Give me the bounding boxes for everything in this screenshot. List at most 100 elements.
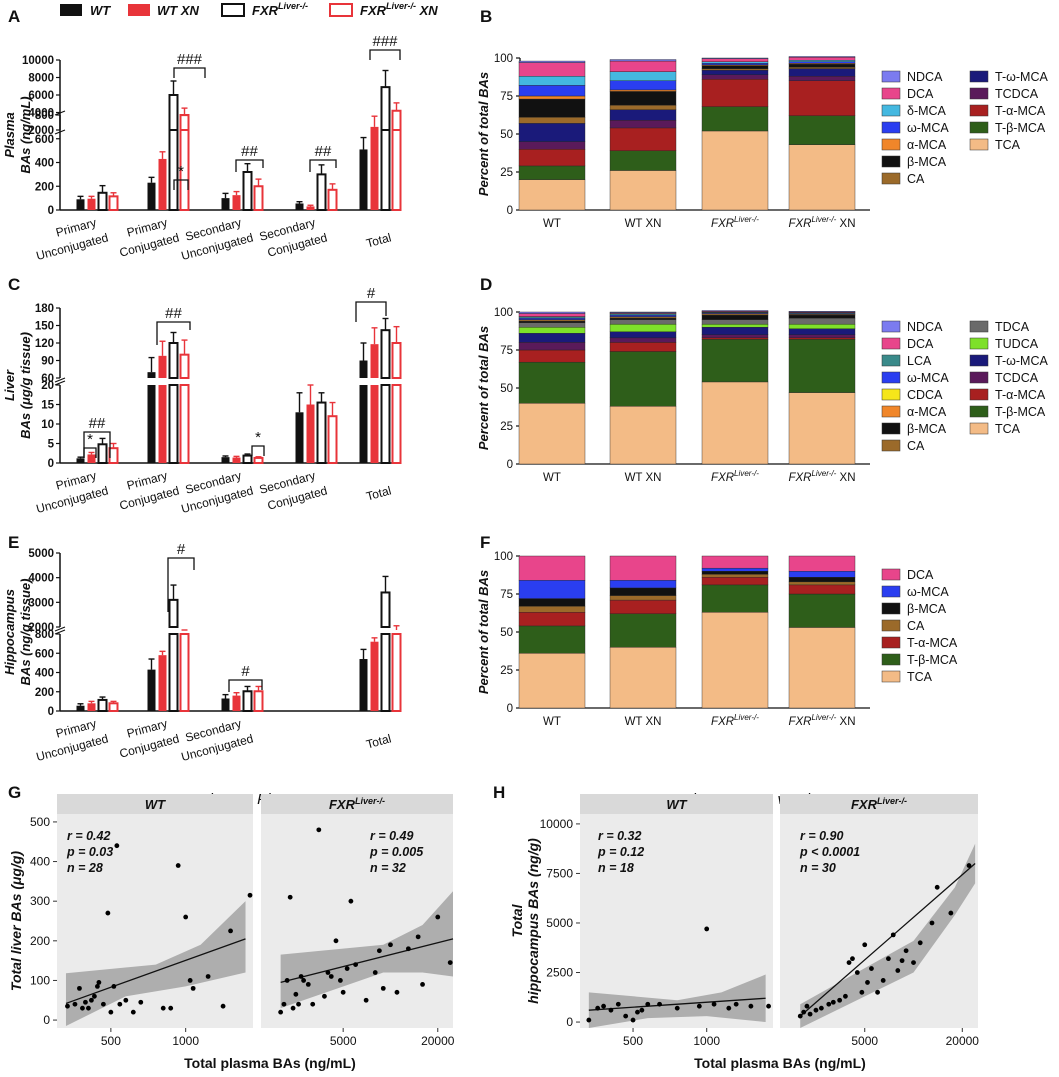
- legend-label-tca: TCA: [995, 422, 1021, 436]
- data-point: [372, 970, 378, 975]
- data-point: [966, 863, 972, 868]
- bar-secondary-conjugated-fxr-liver-xn: [327, 188, 338, 211]
- data-point: [305, 982, 311, 987]
- bar-primary-conjugated-fxr-liver-xn: [179, 384, 190, 464]
- stack-segment-fxr-liver-xn-t-mca: [788, 328, 856, 336]
- stack-segment-fxr-liver-dca: [701, 58, 769, 62]
- stack-segment-wt-xn-ndca: [609, 311, 677, 313]
- x-axis-label: Total plasma BAs (ng/mL): [184, 1055, 356, 1071]
- stack-segment-wt-xn-mca: [609, 580, 677, 589]
- data-point: [608, 1007, 614, 1013]
- stack-segment-fxr-liver-xn-tudca: [788, 323, 856, 329]
- data-point: [83, 999, 88, 1005]
- legend-label-mca: ω-MCA: [907, 121, 949, 135]
- data-point: [111, 983, 117, 989]
- y-tick-label: 2500: [546, 966, 573, 980]
- x-tick-label: 1000: [172, 1034, 199, 1048]
- bar-secondary-unconjugated-fxr-liver-xn: [253, 185, 264, 211]
- stat-r: r = 0.90: [800, 829, 843, 843]
- significance-mark: ###: [177, 51, 203, 68]
- data-point: [645, 1001, 651, 1007]
- legend-swatch-mca: [881, 138, 901, 151]
- legend-label-tca: TCA: [907, 670, 933, 684]
- stack-segment-fxr-liver-tca: [701, 612, 769, 709]
- legend-label-t-mca: T-α-MCA: [995, 388, 1046, 402]
- bar-total-wt-xn: [370, 385, 379, 463]
- legend-swatch-tca: [881, 670, 901, 683]
- legend-swatch-mca: [881, 422, 901, 435]
- legend-swatch-tdca: [969, 320, 989, 333]
- data-point: [108, 1009, 114, 1015]
- stack-segment-wt-tcdca: [518, 342, 586, 351]
- regression-line: [65, 938, 246, 1005]
- legend-label-mca: β-MCA: [907, 422, 947, 436]
- y-axis-label-line1: Liver: [2, 369, 17, 401]
- data-point: [830, 999, 836, 1005]
- legend-label-fxr: FXRLiver-/-: [252, 1, 308, 18]
- data-point: [205, 974, 211, 979]
- stack-segment-fxr-liver-xn-tcdca: [788, 334, 856, 339]
- data-point: [281, 1001, 287, 1007]
- stack-segment-wt-xn-mca: [609, 80, 677, 91]
- bar-total-fxr-liver: [380, 633, 391, 712]
- stack-segment-fxr-liver-tcdca: [701, 334, 769, 339]
- bar-primary-conjugated-fxr-liver-xn-upper: [179, 114, 190, 131]
- regression-line: [588, 997, 766, 1011]
- confidence-band: [588, 974, 766, 1028]
- data-point: [674, 1005, 680, 1011]
- y-axis-label-line2: BAs (μg/g tissue): [18, 332, 33, 439]
- stack-segment-wt-xn-tcdca: [609, 337, 677, 343]
- legend-swatch-t-mca: [969, 70, 989, 83]
- stack-segment-wt-mca: [518, 76, 586, 86]
- stack-segment-wt-xn-tca: [609, 406, 677, 465]
- bar-total-wt-upper: [359, 360, 368, 378]
- legend-swatch-mca: [881, 104, 901, 117]
- panel-letter-c: C: [8, 275, 20, 294]
- bar-primary-unconjugated-fxr-liver-xn: [108, 447, 119, 464]
- bar-total-fxr-liver-upper: [380, 591, 391, 629]
- x-axis-label: Total plasma BAs (ng/mL): [694, 1055, 866, 1071]
- stack-segment-fxr-liver-xn-dca: [788, 57, 856, 61]
- x-tick-label-wt-xn: WT XN: [625, 218, 662, 230]
- confidence-band: [280, 891, 453, 1009]
- stat-p: p = 0.03: [66, 845, 113, 859]
- stack-segment-wt-ndca: [518, 60, 586, 63]
- stack-segment-fxr-liver-xn-t-mca: [788, 593, 856, 628]
- data-point: [105, 910, 111, 916]
- stack-segment-fxr-liver-xn-mca: [788, 314, 856, 319]
- bar-total-fxr-liver-xn: [391, 633, 402, 712]
- facet-strip: [57, 794, 253, 814]
- stack-segment-wt-xn-mca: [609, 71, 677, 82]
- y-tick-label: 100: [30, 973, 50, 987]
- y-tick-label: 100: [494, 307, 513, 319]
- legend-swatch-t-mca: [881, 636, 901, 649]
- bar-total-fxr-liver: [380, 384, 391, 464]
- legend-swatch-tudca: [969, 337, 989, 350]
- significance-bracket: [173, 179, 189, 190]
- stack-segment-wt-t-mca: [518, 333, 586, 343]
- stack-segment-wt-tudca: [518, 327, 586, 334]
- y-tick-label: 0: [507, 703, 513, 715]
- data-point: [818, 1005, 824, 1011]
- stack-segment-fxr-liver-xn-mca: [788, 61, 856, 64]
- stack-segment-fxr-liver-t-mca: [701, 79, 769, 107]
- legend-label-t-mca: T-ω-MCA: [995, 70, 1048, 84]
- axis-break-mark: [54, 380, 66, 386]
- significance-mark: ##: [241, 143, 258, 160]
- stack-segment-fxr-liver-t-mca: [701, 327, 769, 336]
- data-point: [394, 989, 400, 995]
- stack-segment-wt-mca: [518, 95, 586, 100]
- bar-primary-unconjugated-fxr-liver-xn: [108, 702, 119, 712]
- y-tick-label: 200: [35, 687, 54, 699]
- stack-segment-wt-mca: [518, 317, 586, 320]
- data-point: [726, 1005, 732, 1011]
- bar-secondary-conjugated-wt-xn: [306, 206, 315, 210]
- data-point: [846, 960, 852, 966]
- bar-primary-unconjugated-fxr-liver: [97, 443, 108, 464]
- legend-swatch-wt-xn: [128, 4, 150, 16]
- stack-segment-fxr-liver-ca: [701, 313, 769, 316]
- legend-label-tudca: TUDCA: [995, 337, 1039, 351]
- data-point: [826, 1001, 832, 1007]
- stack-segment-wt-xn-mca: [609, 91, 677, 106]
- bar-secondary-conjugated-fxr-liver: [316, 401, 327, 464]
